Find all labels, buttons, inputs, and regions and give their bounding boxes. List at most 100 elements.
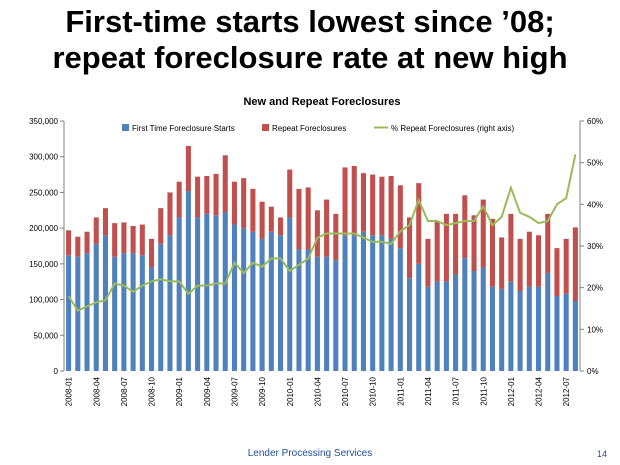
chart-title: New and Repeat Foreclosures <box>243 96 400 108</box>
bar-first-time <box>296 249 302 371</box>
bar-first-time <box>121 253 127 371</box>
bar-first-time <box>434 281 440 371</box>
bar-repeat <box>296 188 302 250</box>
bar-first-time <box>333 260 339 371</box>
bar-repeat <box>471 215 477 271</box>
bar-first-time <box>526 286 532 371</box>
bar-first-time <box>324 256 330 371</box>
bar-first-time <box>536 286 542 371</box>
bar-repeat <box>130 226 136 254</box>
bar-repeat <box>407 217 413 279</box>
bar-repeat <box>333 213 339 261</box>
x-tick-label: 2011-01 <box>396 376 405 405</box>
bar-first-time <box>84 253 90 371</box>
bar-first-time <box>287 217 293 371</box>
bar-repeat <box>388 176 394 239</box>
bar-repeat <box>195 176 201 218</box>
bar-first-time <box>508 281 514 371</box>
y-tick-label: 150,000 <box>29 260 58 269</box>
bar-repeat <box>204 176 210 214</box>
legend-swatch-repeat <box>262 124 269 131</box>
bar-repeat <box>176 181 182 218</box>
bar-repeat <box>250 188 256 232</box>
bar-first-time <box>112 256 118 371</box>
y-tick-label: 300,000 <box>29 153 58 162</box>
y-tick-label: 0 <box>54 367 59 376</box>
bar-repeat <box>370 174 376 236</box>
bar-first-time <box>167 235 173 371</box>
bar-repeat <box>360 173 366 232</box>
x-tick-label: 2010-10 <box>369 376 378 406</box>
bar-repeat <box>434 221 440 282</box>
y2-tick-label: 10% <box>587 325 603 334</box>
x-tick-label: 2008-07 <box>120 376 129 406</box>
bar-first-time <box>572 301 578 371</box>
bar-first-time <box>489 286 495 371</box>
bar-repeat <box>453 213 459 275</box>
bar-first-time <box>176 217 182 371</box>
bar-first-time <box>231 224 237 371</box>
bar-first-time <box>453 274 459 371</box>
bar-first-time <box>93 243 99 371</box>
bar-repeat <box>572 227 578 301</box>
bar-repeat <box>489 218 495 287</box>
bar-first-time <box>425 286 431 371</box>
bar-first-time <box>314 256 320 371</box>
line-pct-repeat <box>67 154 577 312</box>
bar-first-time <box>158 243 164 371</box>
bar-repeat <box>563 238 569 294</box>
y2-tick-label: 40% <box>587 200 603 209</box>
legend-label-first: First Time Foreclosure Starts <box>132 124 235 133</box>
bar-repeat <box>102 208 108 236</box>
bar-repeat <box>499 237 505 289</box>
bar-repeat <box>536 235 542 287</box>
y-tick-label: 100,000 <box>29 296 58 305</box>
bar-first-time <box>305 249 311 371</box>
page-number: 14 <box>597 449 608 459</box>
bar-first-time <box>351 235 357 371</box>
x-tick-label: 2011-10 <box>479 376 488 405</box>
bar-first-time <box>370 235 376 371</box>
bar-first-time <box>563 293 569 371</box>
y2-tick-label: 30% <box>587 242 603 251</box>
bar-repeat <box>121 222 127 254</box>
bar-repeat <box>480 199 486 268</box>
bar-repeat <box>278 217 284 236</box>
y2-tick-label: 50% <box>587 159 603 168</box>
bar-repeat <box>222 155 228 213</box>
foreclosures-chart: New and Repeat Foreclosures 0 50,000 100,00… <box>29 96 603 406</box>
bar-first-time <box>222 212 228 371</box>
y-tick-label: 200,000 <box>29 224 58 233</box>
bar-first-time <box>397 248 403 371</box>
y-tick-label: 50,000 <box>34 331 59 340</box>
bar-first-time <box>407 278 413 371</box>
bar-first-time <box>416 263 422 371</box>
bar-first-time <box>268 231 274 371</box>
bar-first-time <box>360 231 366 371</box>
bar-first-time <box>462 258 468 371</box>
bar-first-time <box>379 235 385 371</box>
bar-first-time <box>130 253 136 371</box>
bar-first-time <box>480 267 486 371</box>
bar-repeat <box>66 230 72 256</box>
x-tick-label: 2011-07 <box>452 376 461 405</box>
y-tick-label: 350,000 <box>29 117 58 126</box>
bar-repeat <box>425 238 431 287</box>
legend-label-pct: % Repeat Foreclosures (right axis) <box>391 124 514 133</box>
x-tick-label: 2009-07 <box>230 376 239 406</box>
x-tick-label: 2008-10 <box>148 376 157 406</box>
bar-repeat <box>149 238 155 268</box>
bar-first-time <box>66 255 72 371</box>
y2-tick-label: 0% <box>587 367 599 376</box>
headline-line-2: repeat foreclosure rate at new high <box>52 40 568 75</box>
bar-first-time <box>250 231 256 371</box>
slide-headline: First-time starts lowest since ’08; repe… <box>0 4 620 76</box>
footer-company: Lender Processing Services <box>247 448 373 459</box>
bar-repeat <box>324 199 330 257</box>
bar-repeat <box>314 210 320 257</box>
legend-swatch-first <box>122 124 129 131</box>
bar-first-time <box>278 235 284 371</box>
y2-tick-label: 60% <box>587 117 603 126</box>
bar-repeat <box>305 187 311 250</box>
x-tick-label: 2012-01 <box>507 376 516 406</box>
